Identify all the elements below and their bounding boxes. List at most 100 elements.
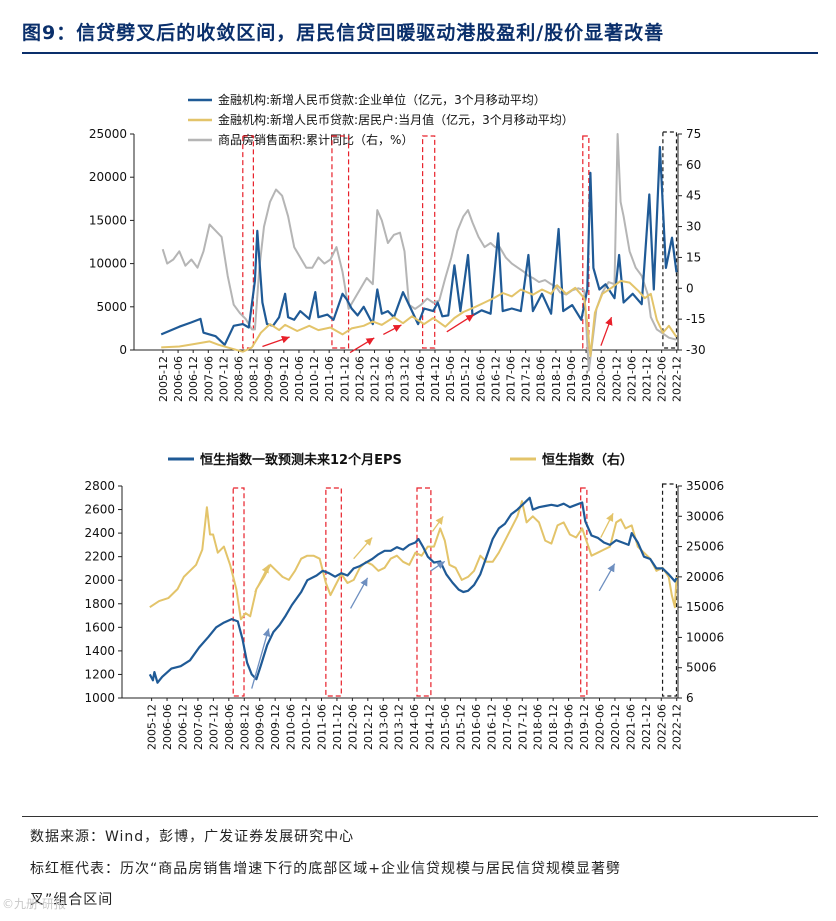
right-tick-label: 0 (686, 281, 694, 295)
x-tick-label: 2016-12 (489, 356, 502, 402)
left-tick-label: 1400 (84, 644, 115, 658)
x-tick-label: 2017-06 (501, 704, 514, 750)
recent-period-box (662, 131, 678, 349)
watermark: ©九册·研报 (2, 897, 66, 911)
x-tick-label: 2021-12 (641, 356, 654, 402)
x-tick-label: 2015-12 (459, 356, 472, 402)
right-tick-label: 30 (686, 220, 701, 234)
right-tick-label: -30 (686, 343, 706, 357)
credit-chart: 金融机构:新增人民币贷款:企业单位（亿元，3个月移动平均） 金融机构:新增人民币贷… (89, 92, 706, 402)
x-tick-label: 2015-06 (439, 704, 452, 750)
left-tick-label: 2200 (84, 550, 115, 564)
legend-label: 恒生指数一致预测未来12个月EPS (200, 452, 402, 468)
x-tick-label: 2022-12 (671, 704, 684, 750)
x-tick-label: 2018-12 (547, 704, 560, 750)
x-tick-label: 2012-06 (346, 704, 359, 750)
right-tick-label: 15006 (686, 600, 724, 614)
left-tick-label: 2600 (84, 503, 115, 517)
trend-arrow (251, 628, 271, 689)
left-tick-label: 2400 (84, 526, 115, 540)
right-tick-label: 75 (686, 127, 701, 141)
recent-period-box (661, 483, 678, 697)
x-tick-label: 2014-12 (424, 704, 437, 750)
x-tick-label: 2014-06 (408, 704, 421, 750)
left-tick-label: 5000 (96, 300, 127, 314)
left-tick-label: 25000 (89, 127, 127, 141)
x-tick-label: 2009-06 (263, 356, 276, 402)
left-tick-label: 1200 (84, 667, 115, 681)
x-tick-label: 2018-06 (532, 704, 545, 750)
highlight-box (416, 487, 432, 697)
x-tick-label: 2007-12 (207, 704, 220, 750)
x-tick-label: 2007-06 (192, 704, 205, 750)
x-tick-label: 2005-12 (146, 704, 159, 750)
x-tick-label: 2020-12 (610, 356, 623, 402)
legend-label: 金融机构:新增人民币贷款:企业单位（亿元，3个月移动平均） (218, 92, 546, 107)
right-tick-label: 30006 (686, 509, 724, 523)
x-tick-label: 2011-12 (331, 704, 344, 750)
title-rule (22, 52, 818, 54)
left-tick-label: 0 (119, 343, 127, 357)
x-tick-label: 2019-06 (565, 356, 578, 402)
trend-arrow (446, 314, 475, 333)
series-line (161, 279, 678, 357)
left-tick-label: 15000 (89, 213, 127, 227)
highlight-box (422, 135, 436, 349)
x-tick-label: 2008-12 (248, 356, 261, 402)
x-tick-label: 2006-06 (172, 356, 185, 402)
trend-arrow (430, 560, 446, 572)
x-tick-label: 2006-12 (176, 704, 189, 750)
x-tick-label: 2011-06 (323, 356, 336, 402)
legend-label: 商品房销售面积:累计同比（右，%） (218, 132, 413, 147)
x-tick-label: 2011-12 (338, 356, 351, 402)
x-tick-label: 2013-06 (377, 704, 390, 750)
x-tick-label: 2014-06 (414, 356, 427, 402)
x-tick-label: 2018-06 (535, 356, 548, 402)
x-tick-label: 2010-06 (285, 704, 298, 750)
x-tick-label: 2022-06 (656, 356, 669, 402)
x-tick-label: 2009-12 (278, 356, 291, 402)
x-tick-label: 2016-12 (485, 704, 498, 750)
x-tick-label: 2009-12 (269, 704, 282, 750)
x-tick-label: 2020-12 (609, 704, 622, 750)
highlight-box (580, 487, 588, 697)
right-tick-label: 25006 (686, 540, 724, 554)
x-tick-label: 2011-06 (315, 704, 328, 750)
x-tick-label: 2019-06 (563, 704, 576, 750)
left-tick-label: 1600 (84, 620, 115, 634)
x-tick-label: 2013-06 (384, 356, 397, 402)
x-tick-label: 2012-06 (353, 356, 366, 402)
x-tick-label: 2008-12 (238, 704, 251, 750)
left-tick-label: 2800 (84, 479, 115, 493)
x-tick-label: 2021-12 (640, 704, 653, 750)
trend-arrow (600, 316, 613, 346)
x-tick-label: 2021-06 (624, 704, 637, 750)
trend-arrow (350, 577, 369, 609)
series-line (160, 145, 678, 346)
hang-seng-chart: 恒生指数一致预测未来12个月EPS 恒生指数（右） 1000 1200 1400 1600… (84, 452, 724, 750)
left-tick-label: 1000 (84, 691, 115, 705)
x-tick-label: 2008-06 (233, 356, 246, 402)
trend-arrow (600, 512, 614, 538)
series-line (149, 500, 678, 621)
x-tick-label: 2012-12 (362, 704, 375, 750)
left-tick-label: 20000 (89, 170, 127, 184)
highlight-box (242, 135, 254, 349)
x-tick-label: 2008-06 (223, 704, 236, 750)
x-tick-label: 2006-06 (161, 704, 174, 750)
x-tick-label: 2012-12 (369, 356, 382, 402)
left-tick-label: 1800 (84, 597, 115, 611)
x-tick-label: 2007-06 (202, 356, 215, 402)
left-tick-label: 2000 (84, 573, 115, 587)
red-box-note-line1: 标红框代表：历次“商品房销售增速下行的底部区域+企业信贷规模与居民信贷规模显著劈 (30, 861, 621, 877)
legend-label: 金融机构:新增人民币贷款:居民户:当月值（亿元，3个月移动平均） (218, 112, 574, 127)
x-tick-label: 2017-12 (516, 704, 529, 750)
x-tick-label: 2010-12 (308, 356, 321, 402)
x-tick-label: 2016-06 (470, 704, 483, 750)
figure-title: 图9：信贷劈叉后的收敛区间，居民信贷回暖驱动港股盈利/股价显著改善 (22, 22, 665, 44)
right-tick-label: 60 (686, 158, 701, 172)
right-tick-label: 35006 (686, 479, 724, 493)
trend-arrow (349, 337, 375, 354)
legend-label: 恒生指数（右） (542, 452, 633, 468)
highlight-box (331, 135, 350, 349)
